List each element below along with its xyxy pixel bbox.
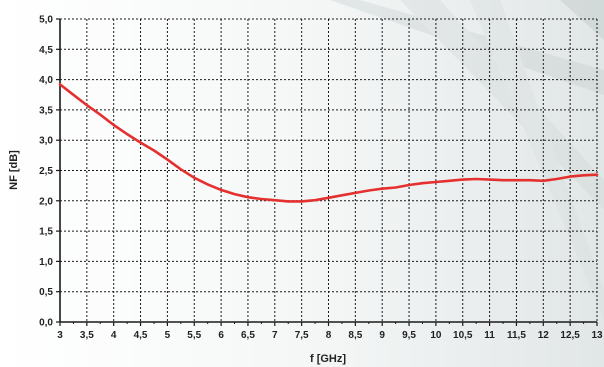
x-tick-label: 9 [379,330,385,341]
x-tick-label: 10 [430,330,442,341]
x-tick-label: 3 [57,330,63,341]
x-tick-label: 11,5 [507,330,526,341]
x-tick-label: 5 [165,330,171,341]
x-tick-label: 7,5 [295,330,309,341]
x-tick-label: 4 [111,330,117,341]
y-tick-label: 4,0 [39,75,53,86]
x-tick-label: 7 [272,330,278,341]
x-tick-label: 9,5 [402,330,416,341]
y-tick-label: 3,0 [39,136,53,147]
y-tick-labels: 0,0 0,5 1,0 1,5 2,0 2,5 3,0 3,5 4,0 4,5 5,0 [39,15,53,329]
x-tick-label: 3,5 [80,330,94,341]
y-tick-label: 3,5 [39,105,53,116]
y-axis-label: NF [dB] [8,150,20,190]
grid [60,18,598,322]
x-tick-label: 8 [326,330,332,341]
noise-figure-series-line [58,83,599,203]
y-tick-label: 2,0 [39,196,53,207]
x-tick-label: 6,5 [241,330,255,341]
x-tick-label: 8,5 [348,330,362,341]
x-axis-label: f [GHz] [310,353,346,365]
x-tick-label: 11 [484,330,495,341]
y-tick-label: 1,0 [39,257,53,268]
y-tick-label: 2,5 [39,166,53,177]
x-tick-label: 12 [538,330,550,341]
y-tick-label: 0,5 [39,287,53,298]
x-tick-label: 12,5 [560,330,580,341]
y-tick-label: 0,0 [39,318,53,329]
y-tick-label: 1,5 [39,227,53,238]
x-tick-labels: 3 3,5 4 4,5 5 5,5 6 6,5 7 7,5 8 8,5 9 9,5 10 10,5 11 11,5… [57,330,603,341]
x-tick-label: 13 [591,330,603,341]
series [58,83,599,203]
x-tick-label: 10,5 [453,330,473,341]
axes [56,18,598,326]
y-tick-label: 4,5 [39,45,53,56]
x-tick-label: 6 [218,330,224,341]
y-tick-label: 5,0 [39,15,53,26]
x-tick-label: 5,5 [187,330,201,341]
x-tick-label: 4,5 [134,330,148,341]
